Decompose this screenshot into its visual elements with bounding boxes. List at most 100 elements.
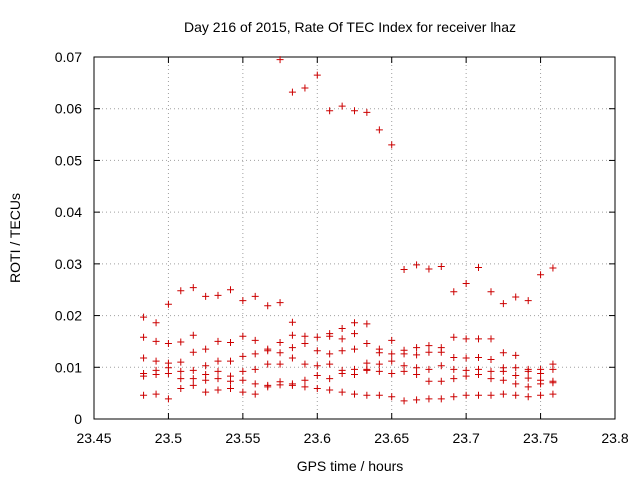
data-point: [276, 338, 284, 346]
data-point: [326, 360, 334, 368]
data-point: [313, 333, 321, 341]
data-point: [239, 332, 247, 340]
data-point: [512, 351, 520, 359]
data-point: [214, 375, 222, 383]
data-point: [400, 367, 408, 375]
data-point: [239, 352, 247, 360]
y-tick-label: 0.02: [55, 308, 82, 324]
data-point: [512, 364, 520, 372]
data-point: [164, 339, 172, 347]
data-point: [437, 377, 445, 385]
data-point: [177, 384, 185, 392]
data-point: [313, 372, 321, 380]
data-point: [301, 376, 309, 384]
data-point: [363, 320, 371, 328]
data-point: [276, 349, 284, 357]
y-tick-label: 0.07: [55, 49, 82, 65]
data-point: [227, 377, 235, 385]
data-point: [326, 350, 334, 358]
data-point: [326, 332, 334, 340]
data-point: [450, 365, 458, 373]
y-tick-label: 0.04: [55, 204, 82, 220]
data-point: [338, 347, 346, 355]
data-point: [549, 365, 557, 373]
data-point: [524, 374, 532, 382]
data-point: [189, 284, 197, 292]
data-point: [152, 319, 160, 327]
chart-title: Day 216 of 2015, Rate Of TEC Index for r…: [184, 19, 516, 35]
data-point: [301, 383, 309, 391]
data-point: [288, 88, 296, 96]
data-point: [288, 354, 296, 362]
data-point: [189, 331, 197, 339]
data-point: [214, 367, 222, 375]
data-point: [227, 338, 235, 346]
data-point: [400, 266, 408, 274]
data-point: [499, 349, 507, 357]
data-point: [251, 365, 259, 373]
data-point: [537, 391, 545, 399]
data-point: [239, 388, 247, 396]
data-point: [437, 395, 445, 403]
data-point: [140, 354, 148, 362]
data-point: [388, 141, 396, 149]
data-point: [474, 371, 482, 379]
data-point: [164, 369, 172, 377]
data-point: [276, 378, 284, 386]
data-point: [251, 336, 259, 344]
data-point: [499, 390, 507, 398]
data-point: [388, 336, 396, 344]
data-point: [388, 369, 396, 377]
data-point: [474, 391, 482, 399]
data-point: [524, 297, 532, 305]
y-tick-label: 0.06: [55, 101, 82, 117]
data-point: [474, 263, 482, 271]
data-point: [189, 366, 197, 374]
data-point: [450, 393, 458, 401]
data-point: [227, 357, 235, 365]
data-point: [164, 300, 172, 308]
data-point: [202, 388, 210, 396]
data-point: [264, 302, 272, 310]
y-tick-label: 0: [74, 411, 82, 427]
data-point: [450, 288, 458, 296]
data-point: [214, 291, 222, 299]
data-point: [499, 300, 507, 308]
data-point: [462, 335, 470, 343]
x-tick-label: 23.8: [601, 430, 628, 446]
data-point: [400, 350, 408, 358]
data-point: [239, 376, 247, 384]
data-point: [177, 338, 185, 346]
data-point: [413, 261, 421, 269]
data-point: [487, 391, 495, 399]
data-point: [375, 391, 383, 399]
data-point: [276, 56, 284, 64]
data-point: [326, 386, 334, 394]
data-point: [227, 384, 235, 392]
data-point: [413, 371, 421, 379]
y-axis-label: ROTI / TECUs: [7, 193, 23, 283]
data-point: [276, 299, 284, 307]
data-point: [301, 84, 309, 92]
y-tick-label: 0.05: [55, 152, 82, 168]
data-point: [487, 375, 495, 383]
axis-ticks: 23.45 23.5 23.55 23.6 23.65 23.7 23.75 23.8 0 0.0…: [55, 49, 629, 446]
data-point: [425, 342, 433, 350]
data-point: [152, 357, 160, 365]
data-point: [313, 362, 321, 370]
x-tick-label: 23.55: [225, 430, 260, 446]
data-point: [437, 348, 445, 356]
data-point: [152, 371, 160, 379]
data-point: [264, 383, 272, 391]
data-point: [462, 354, 470, 362]
data-point: [313, 384, 321, 392]
data-point: [239, 367, 247, 375]
y-tick-label: 0.03: [55, 256, 82, 272]
data-point: [164, 395, 172, 403]
data-point: [152, 390, 160, 398]
data-point: [351, 107, 358, 115]
data-point: [251, 292, 259, 300]
data-point: [288, 318, 296, 326]
data-point: [487, 367, 495, 375]
data-point: [425, 365, 433, 373]
